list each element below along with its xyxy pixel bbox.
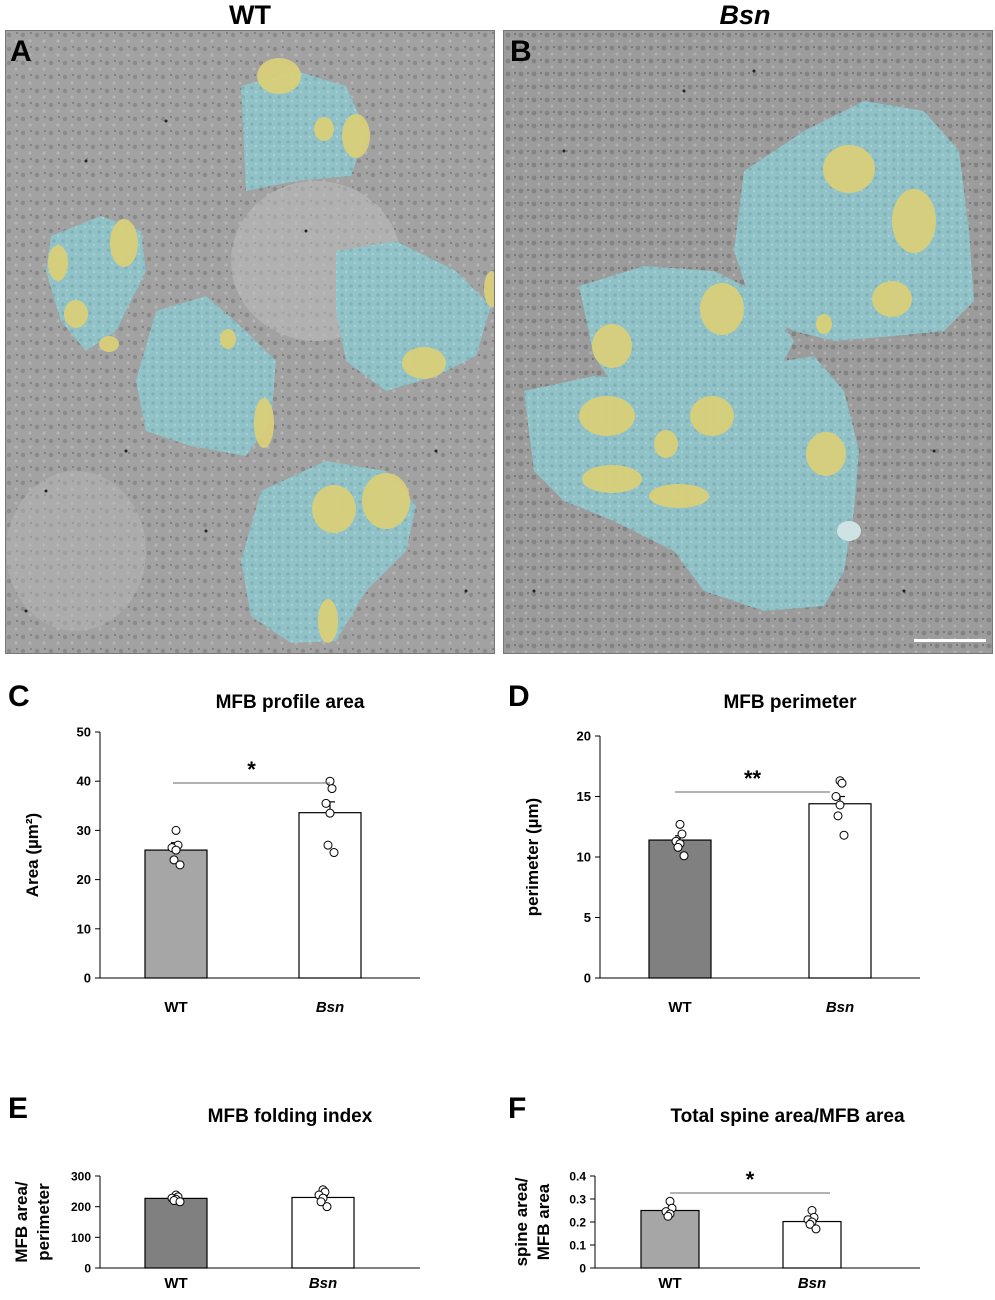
data-point: [811, 1224, 821, 1234]
data-point: [673, 842, 683, 852]
y-tick-label: 30: [77, 823, 91, 838]
panel-label-d: D: [508, 680, 530, 713]
y-tick-label: 15: [577, 789, 591, 804]
y-tick-label: 0: [84, 971, 91, 986]
chart-title: Total spine area/MFB area: [670, 1106, 904, 1127]
chart-mfb-folding-index: MFB folding index 0 100 200 300 MFB area/peri…: [12, 1106, 420, 1292]
bar-wt: [648, 839, 712, 979]
bar-wt: [144, 849, 208, 979]
y-tick-label: 300: [71, 1170, 91, 1184]
chart-title: MFB perimeter: [723, 692, 857, 713]
data-point: [677, 829, 687, 839]
data-point: [679, 851, 689, 861]
bar-wt: [144, 1197, 208, 1269]
em-image-wt: [6, 31, 494, 653]
column-title-wt: WT: [229, 0, 271, 30]
data-point: [805, 1219, 815, 1229]
scale-bar: [914, 639, 986, 642]
micrograph-panel-b: [503, 30, 993, 654]
x-category-label: Bsn: [826, 999, 854, 1016]
data-point: [839, 830, 849, 840]
significance-marker: *: [746, 1167, 755, 1192]
y-tick-label: 50: [77, 725, 91, 740]
y-axis-label: MFB area: [534, 1183, 553, 1260]
chart-mfb-perimeter: MFB perimeter 0 5 10 15 20 perimeter (µm) WT Bsn…: [523, 692, 920, 1016]
panel-label-c: C: [8, 680, 30, 713]
data-point: [675, 819, 685, 829]
x-category-label: WT: [668, 999, 691, 1016]
data-point: [322, 1202, 332, 1212]
significance-marker: **: [744, 766, 762, 791]
bar-bsn: [291, 1196, 355, 1269]
data-point: [321, 798, 331, 808]
bar-bsn: [808, 803, 872, 979]
panel-label-b: B: [510, 35, 532, 68]
data-point: [329, 848, 339, 858]
data-point: [327, 784, 337, 794]
y-tick-label: 20: [577, 729, 591, 744]
x-category-label: Bsn: [316, 999, 344, 1016]
y-axis-label: Area (µm²): [23, 813, 42, 897]
data-point: [325, 808, 335, 818]
x-category-label: Bsn: [309, 1275, 337, 1292]
panel-label-a: A: [10, 35, 32, 68]
y-tick-label: 20: [77, 872, 91, 887]
y-tick-label: 0.3: [569, 1193, 586, 1207]
y-tick-label: 5: [584, 910, 591, 925]
x-category-label: WT: [164, 1275, 187, 1292]
data-point: [325, 776, 335, 786]
chart-title: MFB profile area: [216, 692, 365, 713]
data-point: [837, 778, 847, 788]
data-point: [831, 792, 841, 801]
y-tick-label: 10: [77, 921, 91, 936]
y-tick-label: 0.2: [569, 1216, 586, 1230]
chart-spine-area-ratio: Total spine area/MFB area 0 0.1 0.2 0.3 0.4 sp…: [512, 1106, 920, 1292]
y-axis-label: spine area/: [512, 1177, 531, 1266]
data-point: [316, 1197, 326, 1207]
y-axis-label: MFB area/: [12, 1181, 31, 1263]
chart-mfb-profile-area: MFB profile area 0 10 20 30 40 50 Area (µm²) WT B…: [23, 692, 420, 1016]
y-axis-label: perimeter: [34, 1183, 53, 1261]
y-tick-label: 40: [77, 774, 91, 789]
data-point: [169, 855, 179, 865]
em-image-bsn: [504, 31, 992, 653]
y-tick-label: 10: [577, 850, 591, 865]
y-tick-label: 0.4: [569, 1170, 586, 1184]
data-point: [323, 840, 333, 850]
data-point: [175, 860, 185, 870]
y-tick-label: 0: [584, 971, 591, 986]
panel-label-e: E: [8, 1092, 29, 1125]
data-point: [175, 1197, 185, 1207]
data-point: [663, 1211, 673, 1221]
y-tick-label: 100: [71, 1231, 91, 1245]
y-tick-label: 0: [84, 1262, 91, 1276]
x-category-label: Bsn: [798, 1275, 826, 1292]
bar-bsn: [298, 812, 362, 979]
y-tick-label: 0.1: [569, 1239, 586, 1253]
micrograph-panel-a: [5, 30, 495, 654]
y-tick-label: 0: [579, 1262, 586, 1276]
y-tick-label: 200: [71, 1200, 91, 1214]
x-category-label: WT: [164, 999, 187, 1016]
chart-title: MFB folding index: [208, 1106, 373, 1127]
panel-label-f: F: [508, 1092, 527, 1125]
data-point: [171, 825, 181, 835]
x-category-label: WT: [658, 1275, 681, 1292]
column-title-bsn: Bsn: [719, 0, 771, 30]
y-axis-label: perimeter (µm): [523, 798, 542, 916]
data-point: [833, 811, 843, 821]
data-point: [835, 800, 845, 810]
significance-marker: *: [247, 757, 256, 782]
data-point: [171, 845, 181, 855]
